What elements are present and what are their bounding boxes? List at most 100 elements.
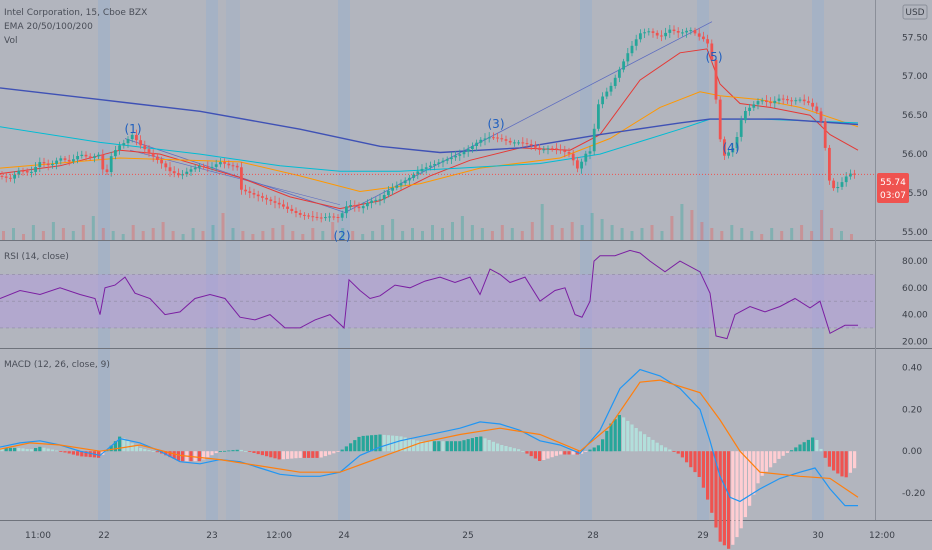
candle-body [643,32,646,34]
candle-body [198,166,201,168]
macd-histogram-bar [59,451,63,452]
candle-body [227,163,231,166]
volume-bar [391,219,395,240]
candle-body [336,217,340,218]
volume-bar [71,231,75,240]
candle-body [567,152,571,154]
candle-body [576,160,579,169]
candle-body [72,159,75,162]
macd-histogram-bar [500,445,504,452]
candle-body [781,98,785,100]
candle-body [529,144,533,146]
candle-body [475,142,478,146]
macd-histogram-bar [118,436,122,452]
volume-bar [600,219,604,240]
macd-histogram-bar [172,451,176,459]
macd-histogram-bar [580,451,584,454]
macd-histogram-bar [546,451,550,459]
candle-body [832,180,835,189]
macd-histogram-bar [521,451,525,452]
candle-body [135,134,138,141]
candle-body [374,199,378,201]
macd-histogram-bar [743,451,747,518]
time-tick-label: 12:00 [869,531,895,541]
macd-tick-label: 0.00 [902,447,922,457]
macd-histogram-bar [349,443,353,452]
candle-body [17,170,21,175]
volume-bar [31,225,35,240]
time-axis[interactable]: 11:00 22 23 12:00 24 25 28 29 30 12:00 [25,531,895,541]
macd-histogram-bar [315,451,319,458]
volume-bar [51,222,55,240]
macd-histogram-bar [256,451,260,455]
macd-histogram-bar [399,436,403,452]
macd-histogram-bar [239,449,243,452]
candle-body [790,100,793,102]
candle-body [429,165,432,168]
macd-histogram-bar [105,450,109,452]
macd-histogram-bar [8,447,12,452]
macd-histogram-bar [790,450,794,452]
macd-histogram-bar [353,440,357,452]
macd-histogram-bar [122,438,126,452]
price-badge-box [877,173,909,203]
candle-body [622,61,625,70]
macd-histogram-bar [55,450,59,452]
candle-body [345,206,348,214]
candle-body [315,216,319,218]
macd-histogram-bar [512,448,516,452]
macd-histogram-bar [197,451,201,462]
macd-histogram-bar [794,447,798,452]
candle-body [542,149,546,151]
rsi-tick-label: 40.00 [902,311,928,321]
time-tick-label: 12:00 [266,531,292,541]
macd-histogram-bar [487,440,491,452]
candle-body [555,148,558,150]
rsi-axis[interactable]: 80.00 60.00 40.00 20.00 [902,257,928,347]
candle-body [357,206,361,209]
volume-bar [271,228,275,240]
macd-histogram-bar [151,451,155,452]
candle-body [546,148,550,150]
volume-legend: Vol [4,36,17,46]
candle-body [811,102,814,107]
candle-body [563,150,567,152]
volume-bar [161,222,165,240]
candle-body [84,154,88,157]
wave-label: (4) [723,141,740,155]
volume-bar [191,228,195,240]
volume-bar [221,213,225,240]
macd-histogram-bar [416,440,420,452]
price-axis[interactable]: 57.50 57.00 56.50 56.00 55.50 55.00 [902,33,928,238]
macd-histogram-bar [336,451,340,452]
candle-body [765,100,768,102]
candle-body [559,149,562,151]
candle-body [319,217,323,219]
macd-histogram-bar [706,451,710,500]
macd-histogram-bar [479,436,483,452]
macd-histogram-bar [815,440,819,452]
macd-histogram-bar [664,447,668,452]
macd-histogram-bar [693,451,697,473]
volume-bar [451,222,454,240]
currency-box[interactable] [902,4,928,20]
macd-histogram-bar [592,447,596,452]
macd-histogram-bar [42,447,46,452]
volume-bar [470,225,474,240]
volume-bar [141,231,145,240]
candle-body [483,138,487,140]
session-highlight [812,0,824,520]
volume-bar [131,225,135,240]
candle-body [324,217,327,219]
macd-histogram-bar [781,451,785,456]
macd-axis[interactable]: 0.40 0.20 0.00 -0.20 [902,364,926,500]
candle-body [513,142,516,144]
candle-body [206,166,210,168]
volume-bar [281,225,285,240]
candle-body [723,139,726,156]
macd-histogram-bar [655,442,659,452]
macd-histogram-bar [832,451,836,471]
macd-histogram-bar [605,430,609,452]
macd-histogram-bar [634,428,638,452]
